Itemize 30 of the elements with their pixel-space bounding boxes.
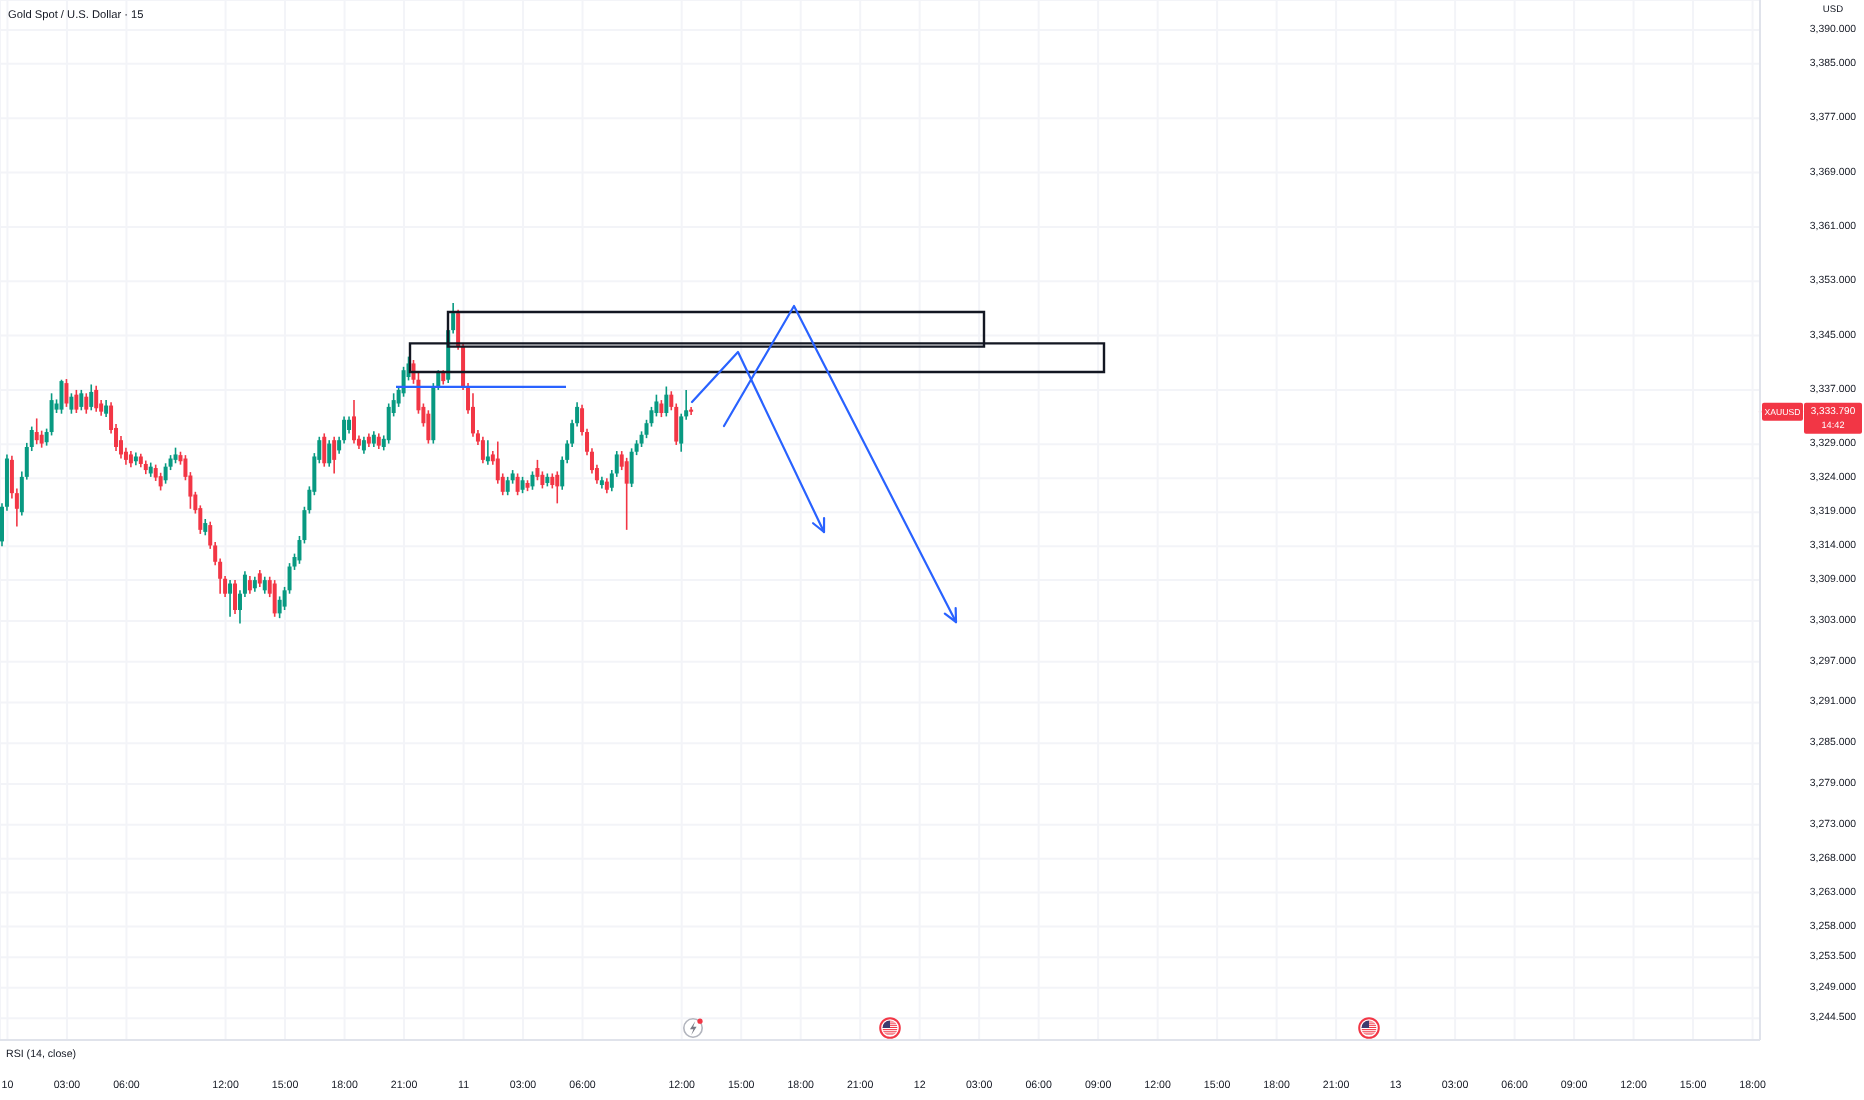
candlestick (480, 435, 485, 465)
candlestick (89, 383, 94, 412)
candlestick (629, 447, 634, 488)
candlestick (535, 459, 540, 482)
candlestick (332, 435, 337, 475)
candlestick (59, 378, 64, 415)
candlestick (426, 409, 431, 445)
candlestick (689, 406, 694, 416)
candlestick (624, 457, 629, 531)
candlestick (515, 472, 520, 497)
candlestick (233, 579, 238, 615)
candlestick (79, 389, 84, 412)
candlestick (64, 378, 69, 408)
candlestick (505, 476, 510, 497)
candlestick (322, 432, 327, 468)
candlestick (352, 399, 356, 445)
candlestick (84, 392, 89, 415)
candlestick (327, 439, 332, 468)
candlestick (664, 385, 669, 418)
candlestick (530, 470, 535, 491)
candlestick (277, 595, 282, 619)
candlestick (163, 462, 168, 485)
candlestick (555, 470, 560, 505)
candlestick (228, 579, 233, 618)
candlestick (485, 439, 490, 466)
candlestick (74, 389, 79, 414)
candlestick (272, 579, 277, 618)
candlestick (94, 385, 99, 413)
candlestick (69, 392, 74, 415)
candlestick (34, 417, 39, 446)
